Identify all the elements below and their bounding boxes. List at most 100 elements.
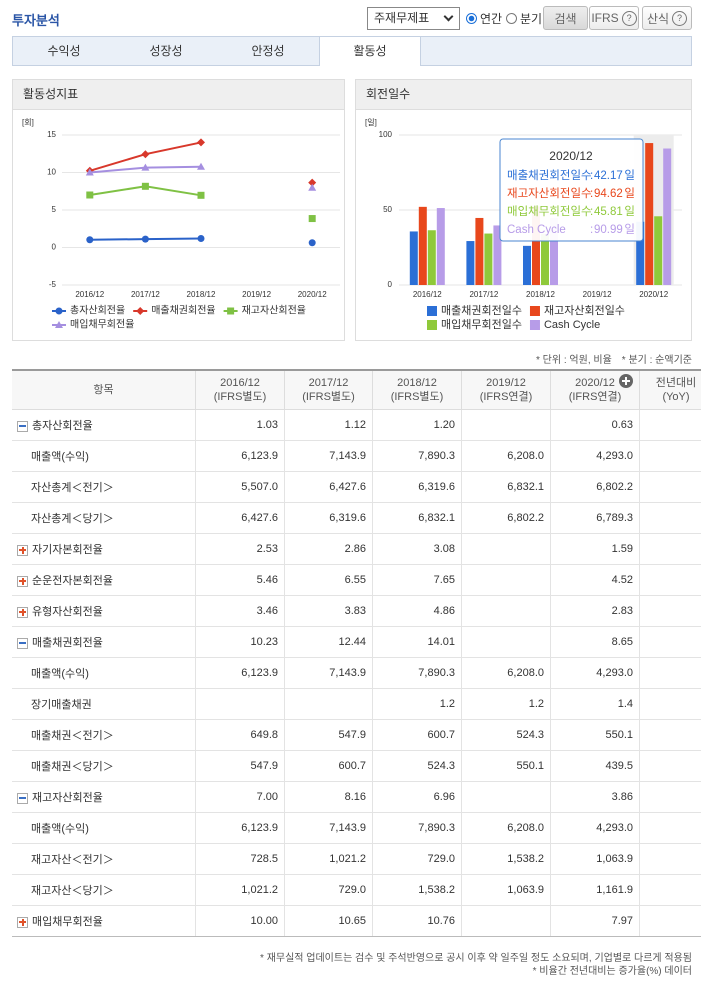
cell: 7.97 [550,905,640,937]
cell [639,564,701,596]
x-tick-label: 2017/12 [469,290,498,299]
toggle-icon[interactable] [17,792,28,804]
toggle-icon[interactable] [17,544,28,556]
cell: 6,123.9 [195,440,285,472]
tooltip-separator: : [590,188,593,200]
marker [308,183,317,191]
legend-swatch [529,320,540,330]
cell: 2.83 [550,595,640,627]
row-label: 매출채권＜전기＞ [31,730,114,742]
cell: 6,208.0 [461,812,551,844]
cell [195,688,285,720]
toggle-icon[interactable] [17,606,28,618]
legend-marker [227,307,235,315]
header-row: 항목 2016/12 (IFRS별도) 2017/12 (IFRS별도) 2018/12 (… [12,369,701,410]
cell [284,688,373,720]
cell [639,843,701,875]
chart-panel: 회전일수 [355,79,692,341]
row-label-cell: 매출채권회전율 [12,626,196,658]
marker [86,191,94,199]
toggle-icon[interactable] [17,575,28,587]
detail-row: 장기매출채권 1.2 1.2 1.4 [12,688,701,720]
marker [308,215,316,223]
marker [197,191,205,199]
footnote: * 비율간 전년대비는 증가율(%) 데이터 [532,966,692,977]
button[interactable]: IFRS? [589,6,639,30]
radio-circle [466,13,477,24]
cell: 3.83 [284,595,373,627]
cell: 1.2 [372,688,462,720]
column-header-line: (IFRS별도) [390,391,444,403]
detail-row: 매출채권＜당기＞ 547.9 600.7 524.3 550.1 439.5 [12,750,701,782]
toggle-icon[interactable] [17,637,28,649]
cell: 6,123.9 [195,657,285,689]
row-label-cell: 장기매출채권 [12,688,196,720]
marker [197,162,205,170]
column-header-line: 항목 [93,384,114,396]
toggle-icon[interactable] [17,420,28,432]
tooltip-name: 재고자산회전일수 [507,186,592,200]
cell [639,812,701,844]
bar [663,148,672,285]
cell: 1.2 [461,688,551,720]
tab[interactable]: 안정성 [251,44,285,58]
column-header-line: 전년대비 [655,377,697,389]
toggle-icon[interactable] [17,916,28,928]
radio[interactable]: 분기 [506,10,542,27]
statement-select[interactable]: 주재무제표 [367,7,460,30]
marker [141,235,149,243]
cell: 649.8 [195,719,285,751]
cell: 7,143.9 [284,657,373,689]
column-header-line: (IFRS연결) [568,391,622,403]
cell: 2.53 [195,533,285,565]
button[interactable]: 산식? [642,6,692,30]
row-label: 매입채무회전율 [32,916,103,928]
detail-row: 매출액(수익) 6,123.9 7,143.9 7,890.3 6,208.0 4,293… [12,657,701,689]
cell: 600.7 [284,750,373,782]
cell [639,781,701,813]
marker [141,150,150,159]
y-tick-label: 15 [47,130,56,139]
tooltip-unit: 일 [624,186,635,200]
row-label-cell: 자산총계＜전기＞ [12,471,196,503]
cell [639,750,701,782]
cell: 10.76 [372,905,462,937]
x-tick-label: 2017/12 [131,290,160,299]
row-label-cell: 매입채무회전율 [12,905,196,937]
cell: 6,319.6 [372,471,462,503]
tab[interactable]: 성장성 [149,44,183,58]
row-label: 자기자본회전율 [32,544,103,556]
cell: 728.5 [195,843,285,875]
radio[interactable]: 연간 [466,10,502,27]
cell: 8.16 [284,781,373,813]
cell: 6,832.1 [372,502,462,534]
tab[interactable]: 수익성 [47,44,81,58]
group-row: 재고자산회전율 7.00 8.16 6.96 3.86 [12,781,701,813]
cell: 0.63 [550,409,640,441]
bar [418,206,427,285]
tab[interactable]: 활동성 [319,36,421,66]
expand-columns-icon[interactable] [619,374,633,388]
button[interactable]: 검색 [543,6,588,30]
column-header: 항목 [12,369,196,410]
footnote: * 재무실적 업데이트는 검수 및 주석반영으로 공시 이후 약 일주일 정도 … [260,953,692,964]
row-label-cell: 자기자본회전율 [12,533,196,565]
row-label-cell: 총자산회전율 [12,409,196,441]
cell: 3.08 [372,533,462,565]
tooltip-separator: : [590,170,593,182]
group-row: 매출채권회전율 10.23 12.44 14.01 8.65 [12,626,701,658]
button-label: IFRS [591,11,619,25]
cell: 547.9 [195,750,285,782]
x-tick-label: 2019/12 [583,290,612,299]
column-header: 2020/12 (IFRS연결) [550,369,640,410]
detail-row: 재고자산＜전기＞ 728.5 1,021.2 729.0 1,538.2 1,063.9 [12,843,701,875]
bar [493,225,502,285]
cell [639,657,701,689]
row-label: 총자산회전율 [32,420,93,432]
cell: 1.03 [195,409,285,441]
row-label-cell: 매출액(수익) [12,812,196,844]
cell: 547.9 [284,719,373,751]
legend-label: 총자산회전율 [70,305,125,317]
cell: 1,021.2 [284,843,373,875]
